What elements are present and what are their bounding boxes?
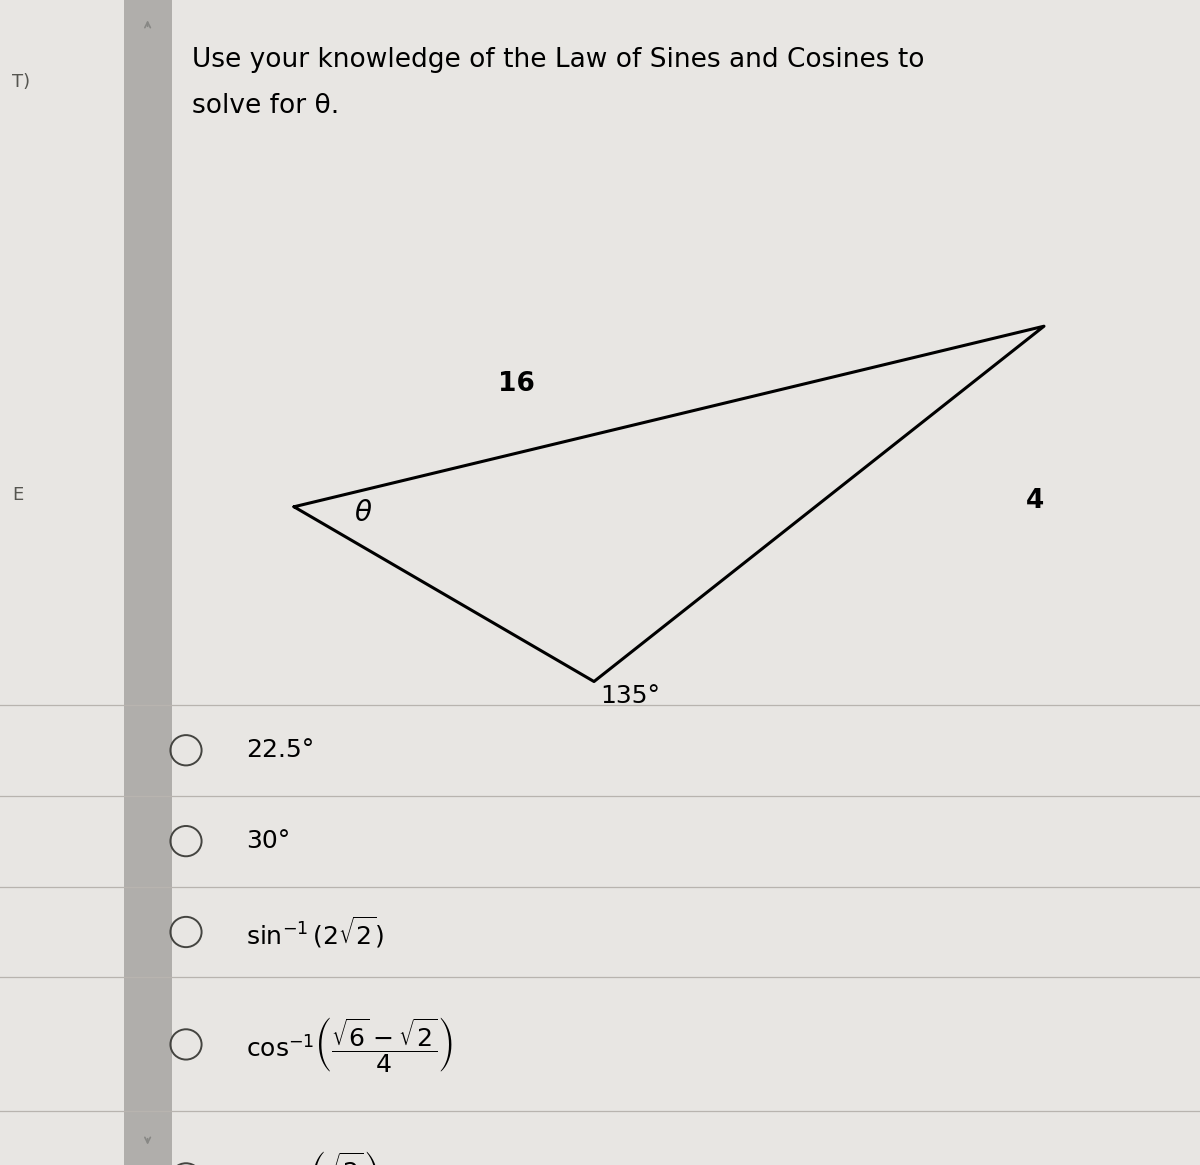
Text: solve for θ.: solve for θ. — [192, 93, 340, 119]
Text: $\theta$: $\theta$ — [354, 499, 372, 527]
Text: E: E — [12, 486, 23, 504]
Text: 135°: 135° — [600, 684, 660, 708]
Text: $\cos^{-1}\!\left(\dfrac{\sqrt{6}-\sqrt{2}}{4}\right)$: $\cos^{-1}\!\left(\dfrac{\sqrt{6}-\sqrt{… — [246, 1015, 452, 1074]
Text: $\sin^{-1}\!\left(\dfrac{\sqrt{2}}{8}\right)$: $\sin^{-1}\!\left(\dfrac{\sqrt{2}}{8}\ri… — [246, 1149, 379, 1165]
Text: 22.5°: 22.5° — [246, 739, 314, 762]
Text: Use your knowledge of the Law of Sines and Cosines to: Use your knowledge of the Law of Sines a… — [192, 47, 924, 72]
Text: 16: 16 — [498, 372, 534, 397]
Bar — [124, 0, 172, 1165]
Text: $\sin^{-1}(2\sqrt{2})$: $\sin^{-1}(2\sqrt{2})$ — [246, 915, 384, 949]
Text: 4: 4 — [1026, 488, 1044, 514]
Text: T): T) — [12, 72, 30, 91]
Text: 30°: 30° — [246, 829, 290, 853]
